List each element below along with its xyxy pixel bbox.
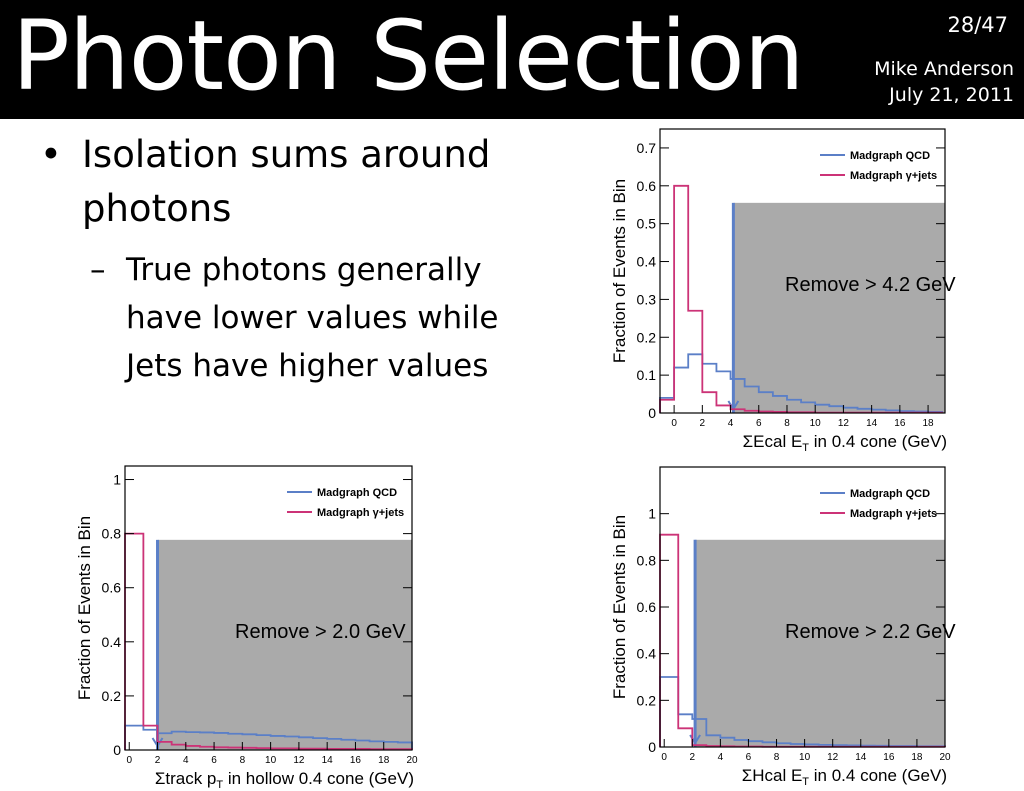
- ecal-plot-svg: 0 0.1 0.2 0.3 0.4 0.5 0.6 0.7 0 2 4 6 8 10 12 14 16 18 Fra…: [610, 128, 956, 452]
- x-tick-label: 16: [883, 752, 895, 763]
- x-tick-label: 6: [746, 752, 752, 763]
- y-tick-label: 0.2: [637, 329, 657, 345]
- x-tick-label: 10: [799, 752, 811, 763]
- cut-annotation: Remove > 2.2 GeV: [785, 621, 956, 643]
- qcd-histogram: [124, 724, 413, 750]
- axes-frame: [659, 128, 946, 414]
- legend-gjets-label: Madgraph γ+jets: [850, 170, 937, 182]
- x-tick-label: 4: [728, 418, 734, 429]
- x-axis-label: ΣEcal ET in 0.4 cone (GeV): [743, 432, 947, 452]
- legend-qcd-label: Madgraph QCD: [850, 150, 930, 162]
- sub-bullet-text: True photons generally have lower values…: [126, 252, 499, 384]
- y-tick-label: 0: [648, 739, 656, 755]
- x-tick-label: 14: [866, 418, 878, 429]
- y-tick-label: 1: [648, 506, 656, 522]
- bullet-list: • Isolation sums around photons – True p…: [40, 128, 500, 390]
- x-tick-label: 2: [155, 755, 161, 766]
- author-block: Mike Anderson July 21, 2011: [874, 56, 1014, 108]
- y-tick-label: 0: [648, 405, 656, 421]
- x-axis-label: Σtrack pT in hollow 0.4 cone (GeV): [155, 769, 414, 791]
- x-tick-label: 18: [911, 752, 923, 763]
- legend-qcd-label: Madgraph QCD: [317, 487, 397, 499]
- y-tick-label: 0.6: [637, 599, 657, 615]
- x-tick-label: 12: [827, 752, 839, 763]
- y-tick-label: 0.4: [102, 634, 122, 650]
- sub-bullet-item: – True photons generally have lower valu…: [40, 246, 500, 390]
- hcal-plot-svg: 00.20.40.60.810 2 4 6 8 10 12 14 16 18 20Fraction …: [610, 466, 956, 788]
- y-tick-label: 0.5: [637, 216, 657, 232]
- x-tick-label: 16: [894, 418, 906, 429]
- x-tick-label: 6: [211, 755, 217, 766]
- bullet-main-text: Isolation sums around photons: [82, 133, 491, 230]
- x-tick-label: 4: [183, 755, 189, 766]
- presentation-date: July 21, 2011: [889, 84, 1014, 106]
- y-tick-label: 0.2: [637, 692, 657, 708]
- y-tick-label: 0.6: [102, 580, 122, 596]
- slide-title: Photon Selection: [12, 0, 805, 112]
- cut-annotation: Remove > 4.2 GeV: [785, 274, 956, 296]
- hcal-isolation-plot: 0 0.2 0.4 0.6 0.8 1 0 2 4 6 8 10 12 14 16 18 20 Fraction …: [605, 455, 965, 791]
- cut-region: [695, 539, 945, 747]
- x-tick-label: 2: [700, 418, 706, 429]
- x-tick-label: 14: [855, 752, 867, 763]
- x-tick-label: 12: [293, 755, 305, 766]
- x-axis-label: ΣHcal ET in 0.4 cone (GeV): [742, 766, 947, 788]
- x-tick-label: 0: [671, 418, 677, 429]
- cut-region: [157, 539, 412, 750]
- legend-qcd-label: Madgraph QCD: [850, 488, 930, 500]
- y-tick-label: 0.8: [102, 526, 122, 542]
- slide-header: Photon Selection 28/47 Mike Anderson Jul…: [0, 0, 1024, 119]
- x-tick-label: 10: [810, 418, 822, 429]
- x-tick-label: 2: [690, 752, 696, 763]
- x-tick-label: 12: [838, 418, 850, 429]
- y-tick-label: 0: [113, 742, 121, 758]
- sub-bullet-dash-icon: –: [90, 252, 106, 288]
- x-tick-label: 0: [126, 755, 132, 766]
- y-tick-label: 1: [113, 472, 121, 488]
- bullet-item: • Isolation sums around photons: [40, 128, 500, 236]
- y-tick-label: 0.4: [637, 646, 657, 662]
- x-tick-label: 20: [406, 755, 418, 766]
- x-tick-label: 10: [265, 755, 277, 766]
- x-tick-label: 4: [718, 752, 724, 763]
- cut-annotation: Remove > 2.0 GeV: [235, 621, 406, 643]
- x-tick-label: 8: [240, 755, 246, 766]
- legend-gjets-label: Madgraph γ+jets: [850, 508, 937, 520]
- ecal-isolation-plot: 0 0.1 0.2 0.3 0.4 0.5 0.6 0.7 0 2 4 6 8 10 12 14 16 18 Fra…: [605, 117, 965, 452]
- cut-region: [733, 202, 945, 413]
- x-tick-label: 8: [784, 418, 790, 429]
- slide-number: 28/47: [947, 13, 1008, 37]
- x-tick-label: 8: [774, 752, 780, 763]
- track-plot-svg: 00.20.40.60.810 2 4 6 8 10 12 14 16 18 20Fraction …: [75, 465, 418, 791]
- track-isolation-plot: 0 0.2 0.4 0.6 0.8 1 0 2 4 6 8 10 12 14 16 18 20 Fraction …: [70, 452, 432, 791]
- y-tick-label: 0.4: [637, 254, 657, 270]
- x-tick-label: 14: [322, 755, 334, 766]
- y-axis-label: Fraction of Events in Bin: [610, 515, 629, 699]
- x-tick-label: 20: [939, 752, 951, 763]
- y-tick-label: 0.1: [637, 367, 657, 383]
- gjets-histogram: [124, 532, 413, 751]
- y-tick-label: 0.7: [637, 140, 657, 156]
- x-tick-label: 0: [661, 752, 667, 763]
- y-tick-label: 0.3: [637, 291, 657, 307]
- x-tick-label: 6: [756, 418, 762, 429]
- y-tick-label: 0.6: [637, 178, 657, 194]
- legend-gjets-label: Madgraph γ+jets: [317, 507, 404, 519]
- y-tick-label: 0.2: [102, 688, 122, 704]
- bullet-dot-icon: •: [40, 133, 62, 176]
- axes-frame: [124, 465, 413, 751]
- x-tick-label: 18: [923, 418, 935, 429]
- y-axis-label: Fraction of Events in Bin: [610, 179, 629, 363]
- y-axis-label: Fraction of Events in Bin: [75, 516, 94, 700]
- author-name: Mike Anderson: [874, 58, 1014, 80]
- x-tick-label: 16: [350, 755, 362, 766]
- y-tick-label: 0.8: [637, 552, 657, 568]
- x-tick-label: 18: [378, 755, 390, 766]
